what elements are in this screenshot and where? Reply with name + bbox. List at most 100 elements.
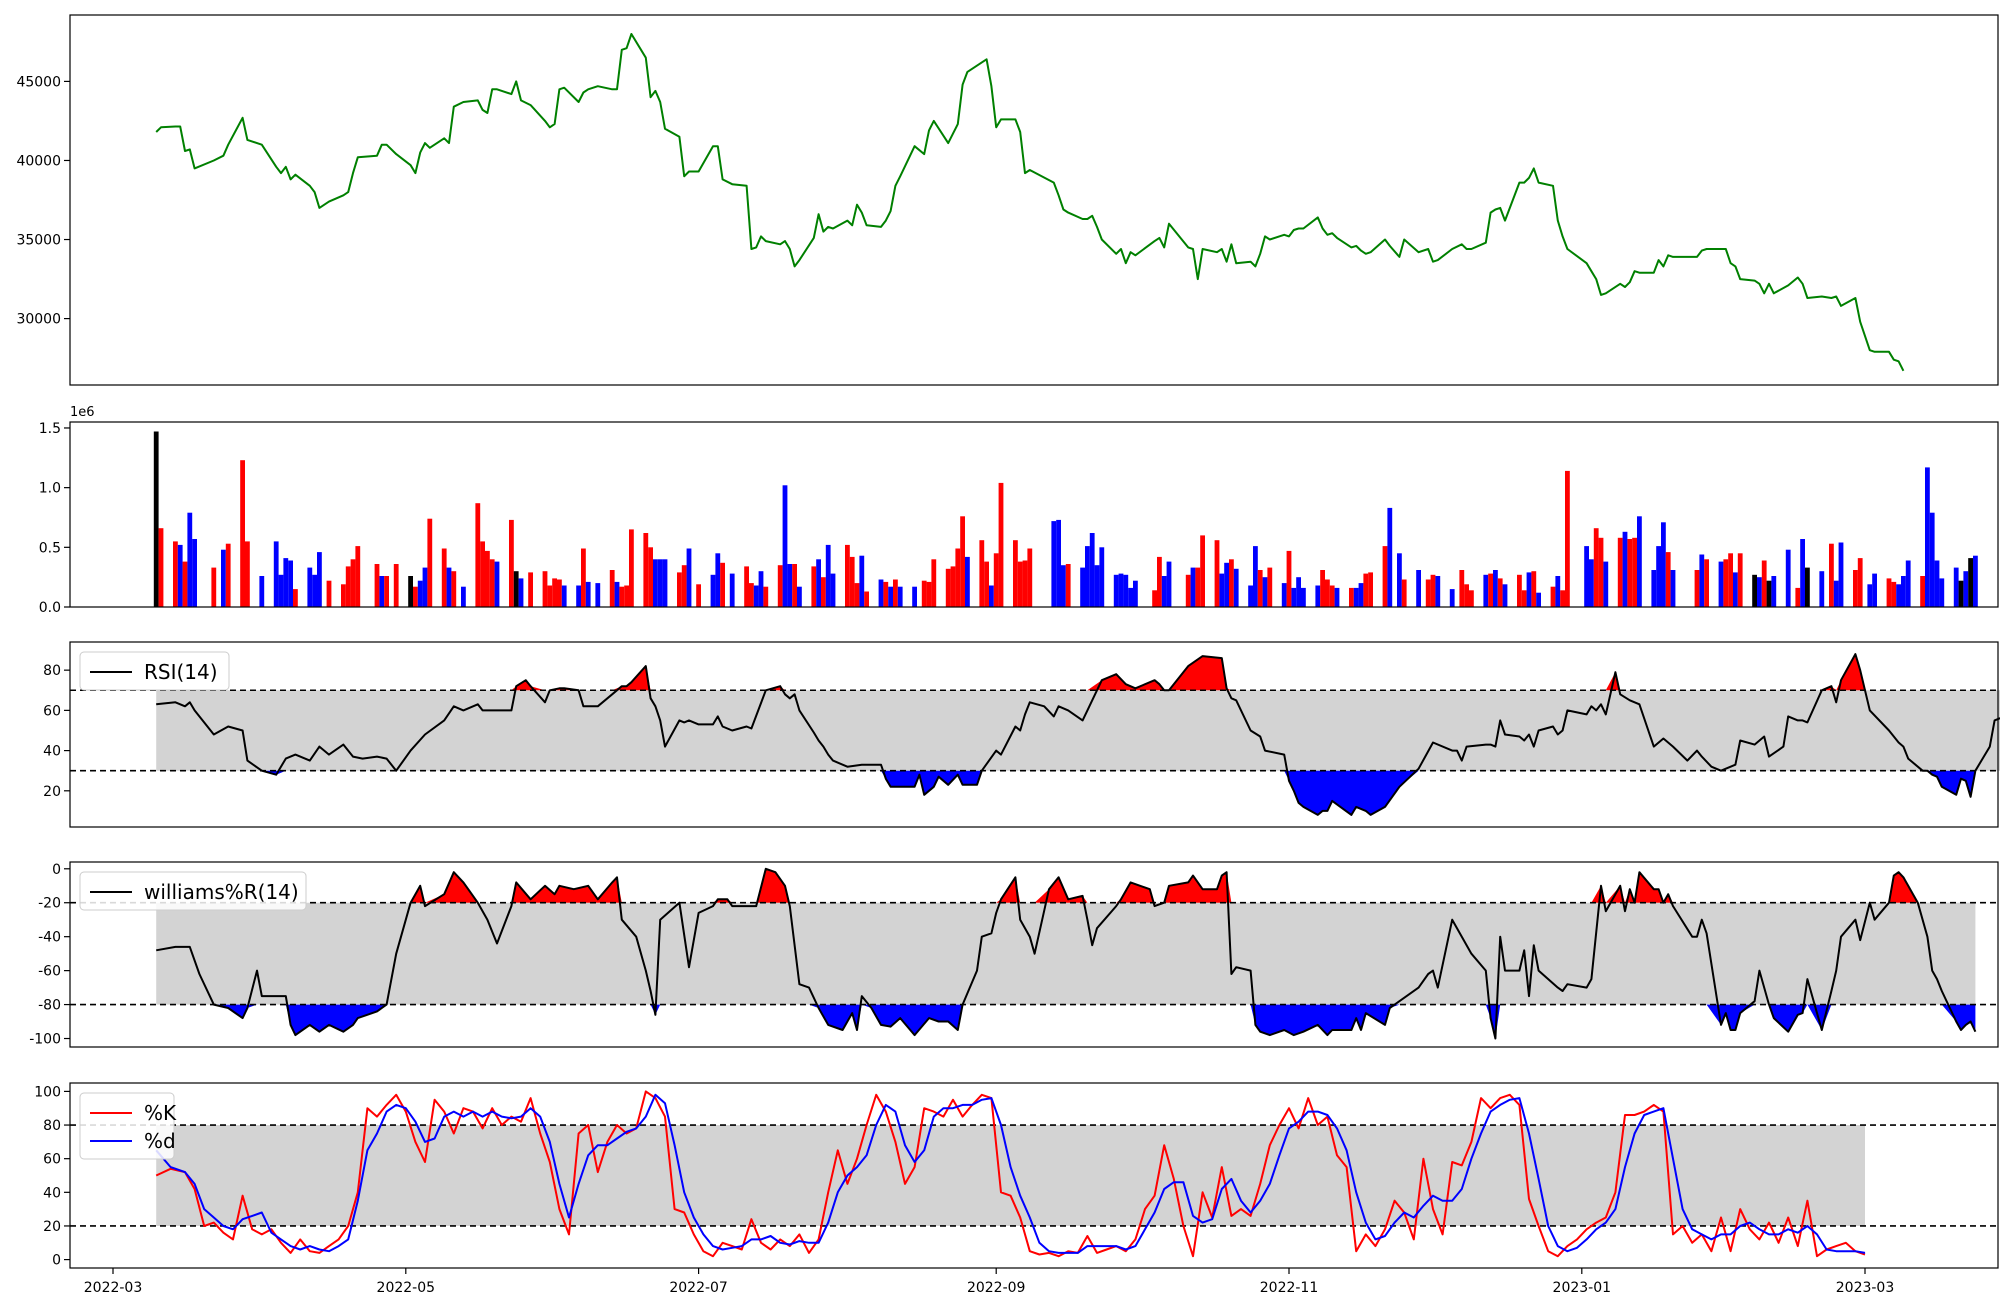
volume-bar (648, 547, 653, 607)
volume-bar (1953, 567, 1959, 607)
williams-legend-box (79, 871, 307, 911)
x-tick-label: 2023-01 (1553, 1280, 1612, 1296)
stochastic-ytick-label: 80 (43, 1118, 61, 1134)
volume-bar (1733, 572, 1738, 607)
volume-bar (1157, 556, 1162, 607)
stochastic-legend-label-d: %d (144, 1129, 176, 1153)
volume-bar (677, 572, 682, 607)
volume-bar (1214, 540, 1220, 607)
volume-panel: 0.0 0.5 1.0 1.5 1e6 (39, 405, 1999, 616)
volume-bar (1229, 559, 1234, 607)
volume-bar (1857, 558, 1863, 607)
volume-bar (528, 572, 533, 607)
volume-bar (821, 577, 826, 607)
rsi-ytick-label: 40 (43, 744, 61, 760)
volume-bar (182, 561, 188, 607)
volume-bar (384, 576, 389, 607)
volume-bar (1128, 587, 1133, 607)
volume-bar (1661, 522, 1666, 607)
stochastic-legend-label-k: %K (144, 1101, 177, 1125)
volume-bar (1017, 561, 1023, 607)
stochastic-ytick-label: 40 (43, 1185, 61, 1201)
stochastic-legend-box (79, 1092, 175, 1160)
volume-bar (542, 571, 548, 607)
rsi-series-0 (156, 653, 2000, 816)
volume-bar (1805, 567, 1810, 607)
volume-bar (345, 566, 351, 607)
volume-bar (859, 555, 865, 607)
volume-bar (1320, 570, 1325, 607)
volume-bar (1550, 586, 1556, 607)
volume-bar (259, 576, 265, 607)
volume-bar (173, 541, 178, 607)
volume-bar (1963, 571, 1969, 607)
volume-bar (854, 583, 860, 607)
volume-bar (1905, 560, 1911, 607)
rsi-axes-frame (69, 641, 1999, 828)
volume-bar (1665, 552, 1671, 607)
volume-bar (1152, 590, 1157, 607)
volume-bar (557, 579, 562, 607)
volume-bar (921, 580, 927, 607)
volume-bar (1752, 574, 1757, 607)
volume-bar (1166, 561, 1172, 607)
volume-bar (1934, 560, 1940, 607)
volume-bar (1939, 578, 1945, 607)
volume-bar (1694, 570, 1700, 607)
williams-legend: williams%R(14) (79, 871, 307, 911)
volume-bar (1353, 587, 1359, 607)
stochastic-axes-frame (69, 1082, 1999, 1269)
stochastic-neutral-band (156, 1125, 1866, 1226)
williams-oversold-fill (156, 1004, 1976, 1039)
volume-bar (758, 571, 764, 607)
volume-bar (561, 585, 567, 607)
volume-bar (1248, 585, 1253, 607)
volume-bar (1334, 587, 1340, 607)
volume-bar (1929, 512, 1935, 607)
volume-axes-frame (69, 421, 1999, 608)
volume-bar (1291, 587, 1297, 607)
volume-bar (1838, 542, 1844, 607)
volume-bar (1435, 576, 1441, 607)
volume-bar (893, 579, 898, 607)
volume-bar (192, 539, 197, 607)
volume-bar (273, 541, 279, 607)
volume-bar (720, 562, 725, 607)
volume-bar (1080, 567, 1085, 607)
volume-bar (1089, 533, 1095, 607)
volume-bar (1085, 546, 1090, 607)
volume-bar (341, 584, 346, 607)
volume-bar (413, 586, 418, 607)
volume-bar (288, 560, 293, 607)
volume-bar (1325, 579, 1330, 607)
volume-bar (1416, 570, 1421, 607)
volume-bar (912, 586, 917, 607)
volume-bar (547, 585, 553, 607)
volume-bar (595, 583, 601, 607)
volume-bar (1632, 537, 1637, 607)
volume-bar (427, 518, 433, 607)
volume-bar (1771, 576, 1777, 607)
volume-bar (1483, 574, 1489, 607)
volume-bar (945, 568, 951, 607)
rsi-legend-box (79, 651, 230, 691)
volume-bar (283, 558, 289, 607)
volume-bar (494, 561, 500, 607)
williams-ytick-label: -60 (38, 964, 61, 980)
volume-bar (993, 553, 999, 607)
volume-bar (245, 541, 250, 607)
volume-bar (518, 578, 524, 607)
volume-bar (1627, 539, 1633, 607)
volume-bar (1061, 565, 1066, 607)
rsi-panel: 20 40 60 80 RSI(14) (43, 641, 2000, 828)
volume-bar (1589, 559, 1594, 607)
volume-y-ticks: 0.0 0.5 1.0 1.5 (39, 421, 70, 616)
volume-bar (461, 586, 466, 607)
volume-bar (1219, 573, 1225, 607)
volume-bar (177, 544, 183, 607)
williams-fills (156, 868, 1976, 1039)
volume-ytick-label: 1.5 (39, 421, 61, 437)
volume-bar (1833, 580, 1839, 607)
volume-bar (211, 567, 217, 607)
stochastic-legend: %K %d (79, 1092, 177, 1160)
